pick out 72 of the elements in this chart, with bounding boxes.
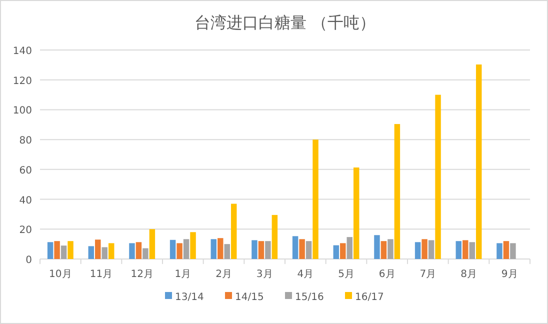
y-tick-label: 100 [12, 106, 32, 117]
bar [469, 242, 475, 259]
x-tick-label: 8月 [460, 269, 477, 280]
y-tick-label: 140 [12, 46, 32, 57]
bar [258, 241, 264, 259]
x-tick-label: 1月 [174, 269, 192, 280]
x-tick-label: 7月 [420, 269, 436, 280]
x-tick-label: 9月 [501, 269, 518, 280]
bar [503, 241, 510, 259]
bar [346, 237, 352, 259]
x-tick-label: 2月 [216, 269, 232, 280]
bar [422, 239, 428, 259]
legend-label: 13/14 [175, 292, 204, 303]
y-tick-label: 40 [19, 195, 32, 206]
bar [374, 235, 380, 259]
bar [60, 246, 67, 259]
bar [176, 243, 182, 259]
bar [456, 241, 462, 259]
bar [292, 236, 298, 259]
y-tick-label: 60 [19, 165, 32, 176]
bar [340, 243, 346, 259]
legend-label: 16/17 [355, 292, 384, 303]
bar [149, 229, 156, 259]
bar [230, 204, 237, 259]
bar [510, 243, 516, 259]
bar [54, 241, 60, 259]
bar [170, 240, 176, 259]
bar [183, 239, 190, 259]
bar [312, 140, 318, 259]
bar [333, 245, 340, 259]
x-tick-label: 6月 [378, 269, 396, 280]
x-tick-label: 5月 [338, 269, 354, 280]
bar [299, 239, 305, 259]
bar [129, 243, 135, 259]
legend-label: 14/15 [235, 292, 264, 303]
bar [414, 242, 421, 259]
bar [462, 240, 468, 259]
x-tick-label: 11月 [90, 269, 113, 280]
bar [190, 232, 196, 259]
bar [95, 240, 101, 259]
bar [496, 243, 502, 259]
x-tick-label: 4月 [297, 269, 314, 280]
bar [353, 167, 360, 259]
bar [380, 241, 387, 259]
bar [136, 242, 142, 259]
bar [88, 246, 94, 259]
y-tick-label: 20 [19, 225, 32, 236]
bar [68, 241, 74, 259]
bar [102, 247, 108, 259]
bar [224, 244, 230, 259]
bar [252, 240, 258, 259]
chart-title: 台湾进口白糖量 （千吨） [194, 13, 376, 32]
y-tick-label: 0 [26, 255, 32, 266]
bar [435, 94, 441, 259]
bar [210, 239, 217, 259]
bar [428, 240, 434, 259]
bar [272, 214, 278, 259]
y-tick-label: 80 [19, 136, 32, 147]
bar [142, 248, 148, 259]
bar [306, 241, 312, 259]
y-tick-label: 120 [12, 76, 32, 87]
bar [476, 64, 482, 259]
bar [265, 241, 271, 259]
bar [218, 238, 224, 259]
x-tick-label: 3月 [256, 269, 273, 280]
bar [108, 243, 114, 259]
bar [47, 242, 54, 259]
bar [388, 239, 394, 259]
legend-label: 15/16 [295, 292, 324, 303]
x-tick-label: 10月 [49, 269, 72, 280]
x-tick-label: 12月 [130, 269, 154, 280]
bar [394, 124, 400, 259]
